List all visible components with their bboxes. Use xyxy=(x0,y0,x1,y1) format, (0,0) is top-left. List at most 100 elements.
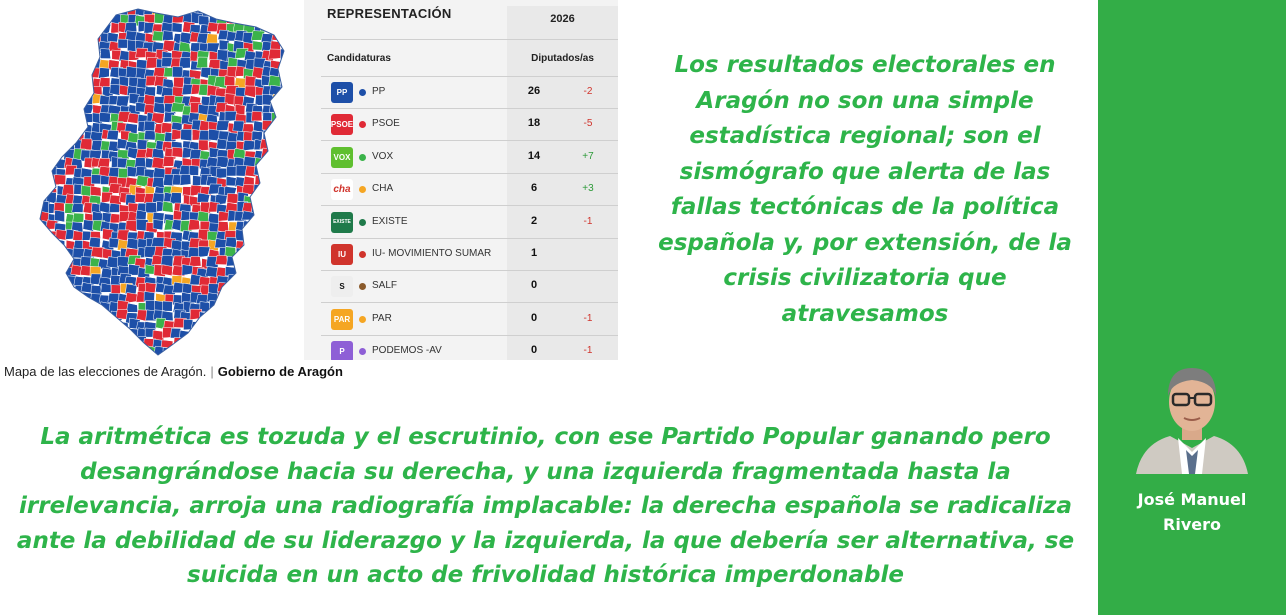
municipality-cell xyxy=(206,327,219,340)
municipality-cell xyxy=(268,320,282,332)
municipality-cell xyxy=(92,335,104,347)
municipality-cell xyxy=(217,337,229,350)
municipality-cell xyxy=(44,122,56,133)
municipality-cell xyxy=(53,174,67,185)
municipality-cell xyxy=(270,15,284,28)
municipality-cell xyxy=(290,356,296,357)
municipality-cell xyxy=(178,57,191,69)
municipality-cell xyxy=(44,103,57,115)
party-name: SALF xyxy=(372,280,398,292)
municipality-cell xyxy=(235,247,249,259)
municipality-cell xyxy=(189,339,202,352)
municipality-cell xyxy=(272,255,284,268)
municipality-cell xyxy=(40,344,48,355)
column-header-parties: Candidaturas xyxy=(327,53,391,64)
municipality-cell xyxy=(62,13,77,24)
municipality-cell xyxy=(289,97,296,108)
municipality-cell xyxy=(54,258,66,269)
municipality-cell xyxy=(108,318,120,329)
year-column-background xyxy=(507,6,618,360)
municipality-cell xyxy=(271,327,284,340)
municipality-cell xyxy=(162,200,174,213)
municipality-cell xyxy=(226,300,241,312)
municipality-cell xyxy=(151,148,165,159)
municipality-cell xyxy=(66,356,79,357)
municipality-cell xyxy=(135,102,146,113)
municipality-cell xyxy=(64,292,77,303)
table-year: 2026 xyxy=(550,13,575,25)
municipality-cell xyxy=(216,326,229,338)
municipality-cell xyxy=(290,291,296,301)
municipality-cell xyxy=(153,356,164,357)
municipality-cell xyxy=(262,347,274,355)
municipality-cell xyxy=(45,247,60,258)
municipality-cell xyxy=(40,113,50,126)
municipality-cell xyxy=(224,338,239,350)
municipality-cell xyxy=(253,330,265,342)
municipality-cell xyxy=(198,139,209,152)
municipality-cell xyxy=(280,257,284,269)
municipality-cell xyxy=(40,237,52,249)
municipality-cell xyxy=(40,319,48,330)
municipality-cell xyxy=(260,185,273,196)
municipality-cell xyxy=(271,140,284,152)
municipality-cell xyxy=(173,337,185,350)
municipality-cell xyxy=(288,34,296,46)
municipality-cell xyxy=(55,354,68,355)
municipality-cell xyxy=(243,309,256,321)
municipality-cell xyxy=(98,329,112,342)
municipality-cell xyxy=(241,210,255,221)
municipality-cell xyxy=(244,247,256,259)
municipality-cell xyxy=(40,157,51,171)
municipality-cell xyxy=(52,337,66,351)
municipality-cell xyxy=(171,22,183,33)
municipality-cell xyxy=(271,30,284,42)
municipality-cell xyxy=(56,311,69,323)
municipality-cell xyxy=(91,346,105,355)
municipality-cell xyxy=(287,166,296,176)
municipality-cell xyxy=(290,22,296,33)
municipality-cell xyxy=(178,41,192,53)
municipality-cell xyxy=(46,283,60,295)
municipality-cell xyxy=(106,129,119,141)
municipality-cell xyxy=(72,9,86,18)
municipality-cell xyxy=(233,328,246,340)
municipality-cell xyxy=(268,177,283,189)
municipality-cell xyxy=(74,67,86,81)
municipality-cell xyxy=(46,319,59,331)
municipality-cell xyxy=(206,156,219,168)
municipality-cell xyxy=(196,192,211,203)
municipality-cell xyxy=(109,338,123,349)
municipality-cell xyxy=(281,57,284,69)
party-logo-icon: VOX xyxy=(331,146,353,168)
municipality-cell xyxy=(53,285,66,295)
pull-quote-top: Los resultados electorales en Aragón no … xyxy=(658,52,1072,327)
author-name: José Manuel Rivero xyxy=(1098,487,1286,537)
header-divider xyxy=(321,76,618,77)
municipality-cell xyxy=(261,329,273,342)
map-caption: Mapa de las elecciones de Aragón. | Gobier… xyxy=(4,364,343,379)
municipality-cell xyxy=(72,337,85,347)
municipality-cell xyxy=(210,336,222,349)
municipality-cell xyxy=(279,112,284,124)
municipality-cell xyxy=(40,39,51,51)
municipality-cell xyxy=(260,21,274,33)
row-divider xyxy=(321,334,618,336)
municipality-cell xyxy=(52,110,66,122)
municipality-cell xyxy=(291,185,296,197)
municipality-cell xyxy=(90,21,104,34)
municipality-cell xyxy=(98,312,112,325)
municipality-cell xyxy=(53,49,66,60)
municipality-cell xyxy=(100,9,113,15)
municipality-cell xyxy=(43,31,56,44)
municipality-cell xyxy=(153,102,166,115)
municipality-cell xyxy=(44,84,56,97)
municipality-cell xyxy=(227,328,240,340)
municipality-cell xyxy=(227,292,240,303)
municipality-cell xyxy=(243,283,256,296)
party-seats: 0 xyxy=(530,344,538,357)
municipality-cell xyxy=(253,13,267,25)
municipality-cell xyxy=(102,346,114,355)
municipality-cell xyxy=(55,129,68,142)
municipality-cell xyxy=(64,338,76,351)
